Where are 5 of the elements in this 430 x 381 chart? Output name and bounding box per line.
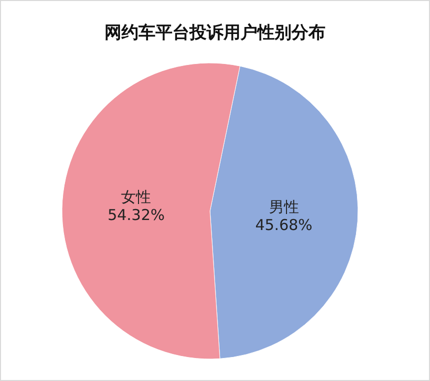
- slice-label: 男性: [268, 198, 299, 216]
- data-label: 45.68%: [255, 216, 312, 234]
- slice-label: 女性: [121, 188, 152, 206]
- chart-title: 网约车平台投诉用户性别分布: [104, 23, 326, 43]
- data-label: 54.32%: [108, 206, 165, 224]
